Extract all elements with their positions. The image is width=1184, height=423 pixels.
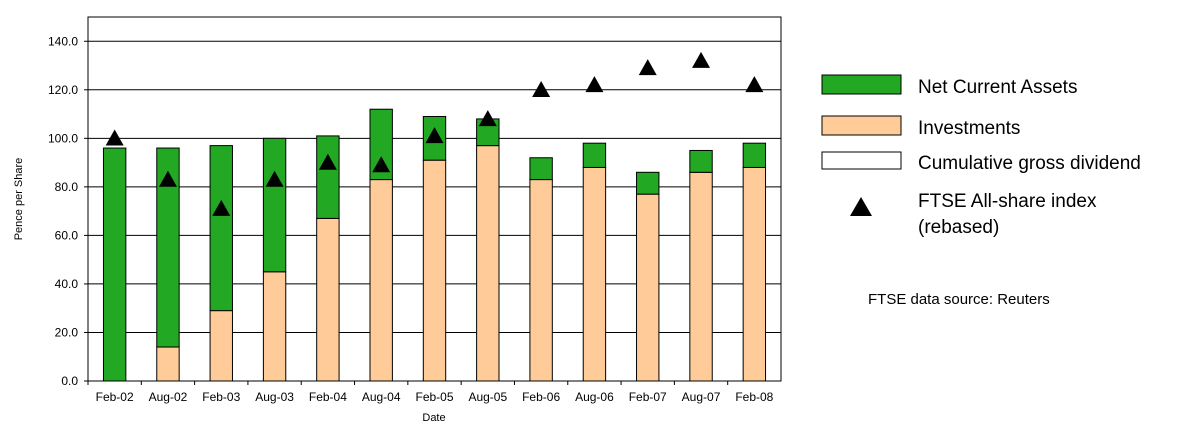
ftse-marker-Aug-06 xyxy=(585,76,604,93)
x-tick-label-Aug-03: Aug-03 xyxy=(255,390,294,404)
y-tick-label: 20.0 xyxy=(55,325,79,339)
legend-swatch-dividend xyxy=(821,151,902,170)
x-axis-title: Date xyxy=(422,412,445,423)
bar-nca-Feb-02 xyxy=(102,147,127,382)
ftse-marker-Feb-06 xyxy=(532,81,551,97)
x-tick-label-Feb-04: Feb-04 xyxy=(309,390,347,404)
legend-label-dividend: Cumulative gross dividend xyxy=(918,153,1141,174)
legend-triangle-icon xyxy=(850,197,872,216)
y-tick-label: 120.0 xyxy=(48,83,78,97)
bar-investments-Feb-04 xyxy=(316,217,340,382)
y-tick-labels: 0.0 20.0 40.0 60.0 80.0 100.0 120.0 140.0 xyxy=(48,34,88,388)
ftse-marker-Feb-05 xyxy=(425,127,444,144)
bar-investments-Aug-06 xyxy=(582,166,607,382)
bar-nca-Feb-06 xyxy=(529,157,553,181)
bar-investments-Feb-07 xyxy=(636,193,660,382)
bar-investments-Aug-04 xyxy=(369,179,393,382)
x-tick-label-Feb-07: Feb-07 xyxy=(629,390,667,404)
ftse-marker-Aug-05 xyxy=(478,110,497,127)
bar-nca-Aug-07 xyxy=(689,149,713,173)
plot-area-frame xyxy=(87,16,782,382)
legend-swatch-investments xyxy=(821,115,902,136)
bar-nca-Aug-06 xyxy=(582,142,607,168)
bar-investments-Feb-06 xyxy=(529,179,553,382)
bar-investments-Feb-05 xyxy=(422,159,447,382)
legend-label-ftse-line1: FTSE All-share index xyxy=(918,191,1097,212)
legend-label-ftse-line2: (rebased) xyxy=(918,217,999,238)
x-tick-label-Feb-03: Feb-03 xyxy=(202,390,240,404)
bar-nca-Aug-02 xyxy=(156,147,180,348)
bar-nca-Feb-08 xyxy=(742,142,767,168)
y-tick-label: 40.0 xyxy=(55,277,79,291)
x-tick-label-Feb-08: Feb-08 xyxy=(735,390,773,404)
bar-nca-Feb-04 xyxy=(316,135,340,219)
ftse-marker-Feb-08 xyxy=(745,76,764,93)
x-tick-label-Aug-02: Aug-02 xyxy=(149,390,188,404)
x-tick-label-Feb-05: Feb-05 xyxy=(415,390,453,404)
ftse-marker-Feb-04 xyxy=(318,153,337,170)
y-tick-label: 80.0 xyxy=(55,180,79,194)
bar-nca-Feb-03 xyxy=(209,145,233,312)
bar-nca-Aug-03 xyxy=(262,137,287,273)
legend: Net Current Assets Investments Cumulativ… xyxy=(821,74,1141,238)
bars xyxy=(102,108,767,382)
ftse-marker-Aug-07 xyxy=(692,51,711,68)
ftse-marker-Aug-04 xyxy=(372,156,391,173)
x-tick-label-Feb-02: Feb-02 xyxy=(96,390,134,404)
ftse-marker-Aug-03 xyxy=(265,170,284,187)
legend-label-investments: Investments xyxy=(918,118,1020,139)
x-tick-label-Aug-07: Aug-07 xyxy=(682,390,721,404)
y-tick-label: 100.0 xyxy=(48,131,78,145)
bar-nca-Feb-07 xyxy=(636,171,660,195)
y-tick-label: 0.0 xyxy=(61,374,78,388)
bar-investments-Aug-07 xyxy=(689,171,713,382)
ftse-marker-Feb-07 xyxy=(638,59,657,76)
bar-investments-Aug-05 xyxy=(476,145,500,382)
x-tick-label-Aug-06: Aug-06 xyxy=(575,390,614,404)
x-tick-label-Feb-06: Feb-06 xyxy=(522,390,560,404)
bar-investments-Feb-03 xyxy=(209,310,233,382)
y-tick-label: 60.0 xyxy=(55,228,79,242)
legend-label-nca: Net Current Assets xyxy=(918,77,1077,98)
bar-investments-Feb-08 xyxy=(742,166,767,382)
ftse-marker-Feb-03 xyxy=(212,199,231,216)
bar-investments-Aug-03 xyxy=(262,271,287,382)
ftse-markers xyxy=(105,51,764,216)
bar-investments-Aug-02 xyxy=(156,346,180,382)
y-tick-label: 140.0 xyxy=(48,34,78,48)
x-tick-label-Aug-05: Aug-05 xyxy=(468,390,507,404)
data-source-note: FTSE data source: Reuters xyxy=(868,291,1050,308)
legend-swatch-nca xyxy=(821,74,902,95)
ftse-marker-Feb-02 xyxy=(105,129,124,146)
x-tick-label-Aug-04: Aug-04 xyxy=(362,390,401,404)
x-tick-labels: Feb-02 Aug-02 Feb-03 Aug-03 Feb-04 Aug-04 Feb-… xyxy=(87,381,774,404)
ftse-marker-Aug-02 xyxy=(158,170,177,187)
y-axis-title: Pence per Share xyxy=(13,158,25,241)
bar-nca-Aug-04 xyxy=(369,108,393,181)
